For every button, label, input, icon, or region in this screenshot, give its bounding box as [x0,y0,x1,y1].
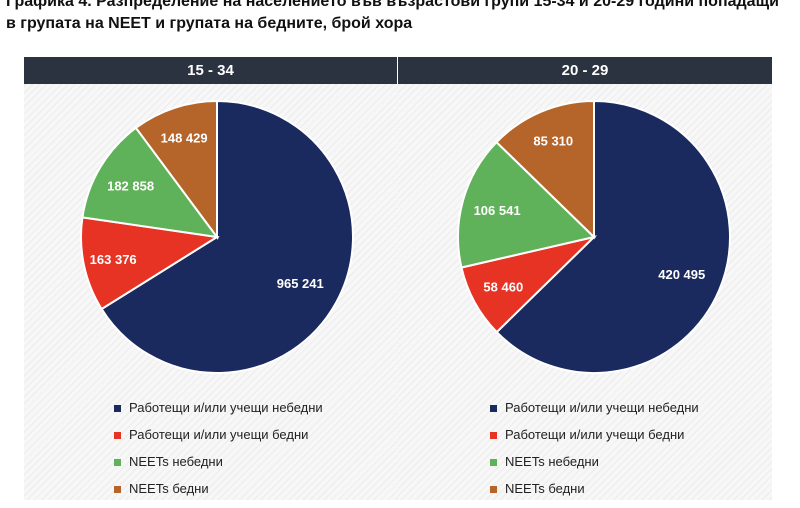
slice-label-working-not-poor: 420 495 [658,267,705,282]
pie-chart-15-34: 965 241 163 376 182 858 148 429 [80,99,354,374]
legend-label: Работещи и/или учещи небедни [129,400,323,415]
legend-label: Работещи и/или учещи небедни [505,400,699,415]
pie-slice-neet-poor [134,99,218,241]
pie-panel-20-29: 20 - 29 420 495 58 460 106 541 85 310 Работ… [398,57,772,500]
legend-item-neet-poor: NEETs бедни [114,481,323,508]
legend-20-29: Работещи и/или учещи небедни Работещи и/… [490,400,699,508]
chart-title-line-1: Графика 4. Разпределение на населението … [6,0,779,10]
panel-title-20-29: 20 - 29 [398,57,772,84]
legend-label: NEETs бедни [505,481,585,496]
legend-swatch [114,405,121,412]
slice-label-neet-not-poor: 182 858 [107,178,154,193]
legend-swatch [490,432,497,439]
pie-slice-working-poor [80,216,220,311]
legend-15-34: Работещи и/или учещи небедни Работещи и/… [114,400,323,508]
legend-label: Работещи и/или учещи бедни [129,427,309,442]
chart-title: Графика 4. Разпределение на населението … [6,0,796,35]
slice-label-working-poor: 163 376 [90,252,137,267]
pie-panel-15-34: 15 - 34 965 241 163 376 182 858 148 429 Раб… [24,57,398,500]
legend-label: NEETs небедни [505,454,599,469]
legend-item-working-poor: Работещи и/или учещи бедни [490,427,699,454]
pie-slice-working-not-poor [495,99,731,374]
panel-title-15-34: 15 - 34 [24,57,398,84]
slice-label-neet-not-poor: 106 541 [474,203,521,218]
slice-label-neet-poor: 85 310 [533,134,573,149]
legend-label: NEETs бедни [129,481,209,496]
legend-item-neet-not-poor: NEETs небедни [114,454,323,481]
legend-swatch [114,459,121,466]
slice-label-working-not-poor: 965 241 [277,276,324,291]
legend-item-working-not-poor: Работещи и/или учещи небедни [114,400,323,427]
legend-item-neet-not-poor: NEETs небедни [490,454,699,481]
pie-slice-working-not-poor [100,99,354,374]
legend-item-neet-poor: NEETs бедни [490,481,699,508]
pie-chart-20-29: 420 495 58 460 106 541 85 310 [457,99,731,374]
pie-slice-neet-poor [495,99,595,240]
slice-label-neet-poor: 148 429 [161,131,208,146]
legend-item-working-poor: Работещи и/или учещи бедни [114,427,323,454]
legend-swatch [490,405,497,412]
legend-label: NEETs небедни [129,454,223,469]
legend-swatch [490,486,497,493]
legend-swatch [114,432,121,439]
legend-swatch [114,486,121,493]
legend-label: Работещи и/или учещи бедни [505,427,685,442]
legend-item-working-not-poor: Работещи и/или учещи небедни [490,400,699,427]
chart-title-line-2: в групата на NEET и групата на бедните, … [6,15,413,32]
slice-label-working-poor: 58 460 [483,280,523,295]
legend-swatch [490,459,497,466]
pie-slice-neet-not-poor [81,126,220,239]
pie-slice-neet-not-poor [457,140,597,269]
